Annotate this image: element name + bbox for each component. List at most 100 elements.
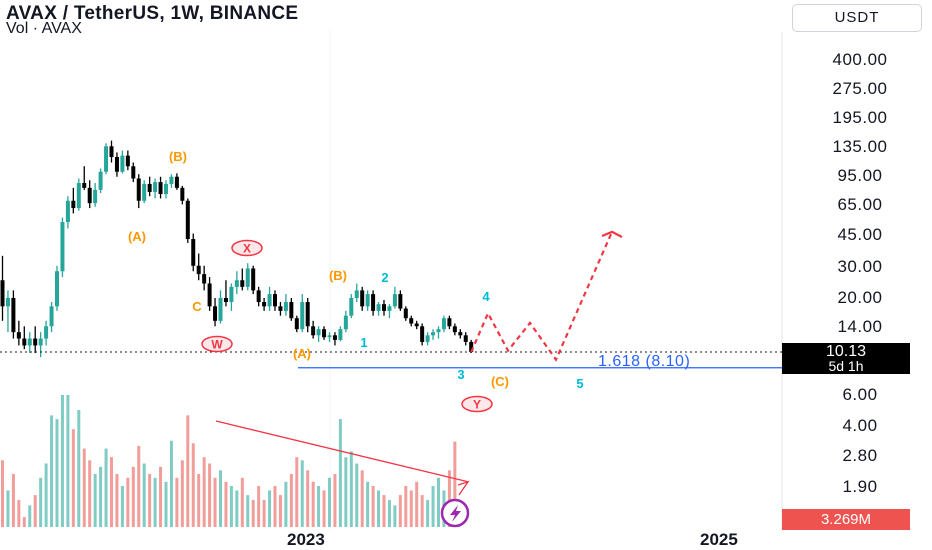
candle-body: [153, 182, 158, 192]
volume-bar: [153, 477, 157, 527]
volume-bar: [164, 481, 168, 527]
volume-bar: [60, 395, 64, 527]
volume-bar: [131, 466, 135, 527]
time-label-2025: 2025: [700, 530, 738, 549]
wave-label-A-mid: (A): [293, 346, 311, 361]
candle-body: [38, 338, 43, 346]
candle-body: [311, 326, 316, 336]
candle-body: [125, 155, 130, 167]
volume-bar: [219, 470, 222, 527]
volume-bar: [142, 463, 146, 527]
candle-body: [409, 318, 414, 324]
candle-body: [218, 297, 223, 321]
volume-bar: [377, 490, 381, 527]
volume-bar: [344, 457, 348, 527]
volume-bar: [11, 473, 15, 527]
candle-body: [420, 326, 425, 342]
volume-bar: [229, 486, 233, 527]
candle-body: [267, 294, 272, 307]
candle-body: [49, 306, 54, 327]
volume-bar: [6, 490, 10, 527]
candle-body: [354, 290, 359, 298]
candle-body: [338, 329, 343, 340]
volume-bar: [289, 473, 293, 527]
volume-bar: [382, 495, 386, 527]
volume-bar: [115, 473, 119, 527]
candle-body: [147, 183, 152, 192]
candle-body: [376, 304, 381, 311]
price-tick: 45.00: [837, 225, 883, 244]
candle-body: [403, 308, 408, 319]
wave-label-1: 1: [360, 335, 367, 350]
wave-label-B-top: (B): [169, 149, 187, 164]
volume-bar: [159, 466, 163, 527]
candle-body: [196, 265, 201, 275]
candle-body: [180, 187, 185, 201]
candle-body: [16, 332, 21, 339]
volume-bar: [224, 481, 228, 527]
lightning-bolt-icon: [450, 505, 461, 522]
volume-bar: [93, 473, 97, 527]
volume-bar: [235, 490, 239, 527]
volume-indicator-label[interactable]: Vol · AVAX: [6, 20, 82, 37]
candle-body: [294, 318, 299, 330]
price-tick: 65.00: [837, 195, 883, 214]
current-volume-label: 3.269M: [782, 509, 910, 530]
candle-body: [87, 187, 92, 204]
price-tick: 6.00: [842, 385, 878, 404]
volume-bar: [82, 448, 86, 527]
volume-bar: [186, 415, 190, 527]
candle-body: [229, 286, 234, 303]
volume-bar: [137, 445, 141, 527]
candle-body: [158, 182, 163, 195]
candle-body: [343, 315, 348, 330]
candle-body: [327, 335, 332, 338]
price-tick: 400.00: [832, 50, 888, 69]
projection-arrowhead: [601, 230, 623, 238]
volume-bar: [328, 477, 331, 527]
volume-bar: [273, 486, 277, 527]
wave-label-A-left: (A): [128, 229, 146, 244]
volume-bar: [453, 441, 457, 527]
candle-body: [202, 274, 207, 284]
candle-body: [44, 326, 49, 339]
volume-bar: [437, 477, 440, 527]
volume-bar: [333, 473, 337, 527]
volume-bar: [28, 505, 32, 527]
current-price-label: 10.13 5d 1h: [782, 343, 910, 374]
volume-bar: [306, 470, 310, 527]
volume-bar: [300, 460, 304, 527]
candle-countdown: 5d 1h: [828, 358, 864, 374]
candle-body: [349, 297, 354, 316]
candle-body: [245, 268, 250, 287]
volume-bar: [387, 500, 391, 527]
volume-bar: [322, 490, 326, 527]
candle-body: [65, 200, 70, 223]
wave-label-Y: Y: [473, 398, 481, 412]
volume-bar: [338, 419, 342, 527]
wave-label-2: 2: [381, 270, 388, 285]
wave-label-W: W: [211, 338, 223, 352]
wave-label-Y-circle: [461, 395, 493, 413]
volume-bar: [404, 486, 408, 527]
candle-body: [120, 155, 125, 172]
candle-body: [240, 280, 245, 287]
candle-body: [164, 183, 168, 195]
volume-bar: [148, 473, 152, 527]
candle-body: [223, 297, 228, 303]
candle-body: [114, 156, 119, 172]
currency-button[interactable]: USDT: [792, 4, 922, 32]
volume-bar: [431, 486, 435, 527]
candle-body: [33, 338, 38, 346]
candle-body: [251, 268, 256, 291]
candle-body: [213, 306, 218, 321]
candle-body: [371, 294, 376, 311]
volume-bar: [71, 429, 75, 527]
candle-body: [256, 290, 261, 303]
candle-body: [283, 302, 288, 311]
volume-bar: [251, 500, 255, 527]
wave-label-W-circle: [201, 335, 233, 353]
wave-label-B-mid: (B): [329, 268, 347, 283]
wave-label-C-left: C: [192, 299, 202, 314]
